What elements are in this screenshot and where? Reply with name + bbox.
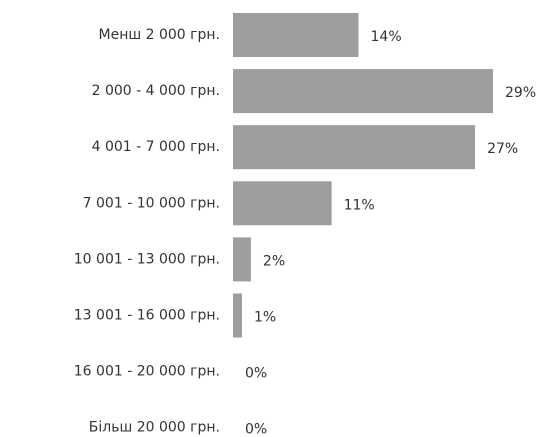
value-label: 0% <box>245 422 267 437</box>
category-label: 2 000 - 4 000 грн. <box>92 83 220 99</box>
category-label: Більш 20 000 грн. <box>89 420 220 436</box>
value-label: 27% <box>487 141 518 157</box>
value-label: 11% <box>344 197 375 213</box>
value-label: 29% <box>505 85 536 101</box>
category-label: Менш 2 000 грн. <box>99 27 220 43</box>
category-label: 7 001 - 10 000 грн. <box>83 195 220 211</box>
value-label: 1% <box>254 310 276 326</box>
bar <box>233 125 476 170</box>
category-label: 4 001 - 7 000 грн. <box>92 139 220 155</box>
bar <box>233 13 359 57</box>
value-label: 14% <box>371 29 402 45</box>
category-label: 13 001 - 16 000 грн. <box>74 308 220 324</box>
bar <box>233 69 493 114</box>
value-label: 0% <box>245 366 267 382</box>
bar <box>233 237 251 282</box>
bar <box>233 181 332 226</box>
value-label: 2% <box>263 253 285 269</box>
category-label: 16 001 - 20 000 грн. <box>74 364 220 380</box>
category-label: 10 001 - 13 000 грн. <box>74 251 220 267</box>
bar <box>233 293 242 338</box>
